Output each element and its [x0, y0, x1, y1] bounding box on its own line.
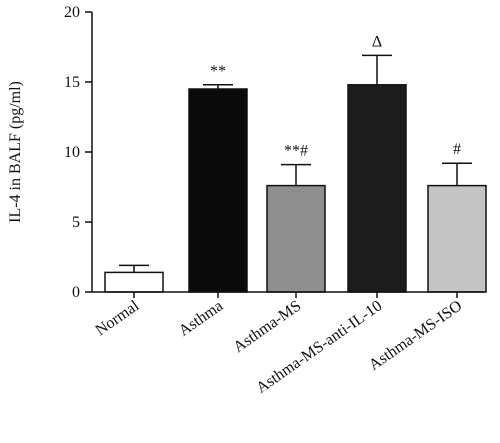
x-axis: Normal Asthma Asthma-MSAsthma-MS-anti-IL-1… [92, 291, 484, 397]
significance-label: **# [284, 143, 308, 160]
bar [347, 84, 407, 293]
y-tick-label: 5 [72, 214, 80, 231]
x-tick-label: Asthma [176, 297, 227, 339]
y-tick-label: 10 [64, 144, 80, 161]
x-tick-label: Normal [93, 297, 143, 339]
bars: ** **# Δ # [104, 33, 487, 293]
significance-label: Δ [372, 33, 382, 50]
significance-label: ** [210, 63, 226, 80]
y-axis: 0 5 10 15 20 [64, 4, 93, 301]
y-tick-label: 20 [64, 4, 80, 21]
significance-label: # [453, 141, 461, 158]
bar [427, 184, 487, 293]
y-tick-label: 15 [64, 74, 80, 91]
y-axis-label: IL-4 in BALF (pg/ml) [7, 81, 24, 223]
bar [266, 184, 326, 293]
x-tick-label: Asthma-MS [230, 297, 304, 356]
bar [104, 271, 164, 293]
bar [188, 88, 248, 293]
y-tick-label: 0 [72, 284, 80, 301]
